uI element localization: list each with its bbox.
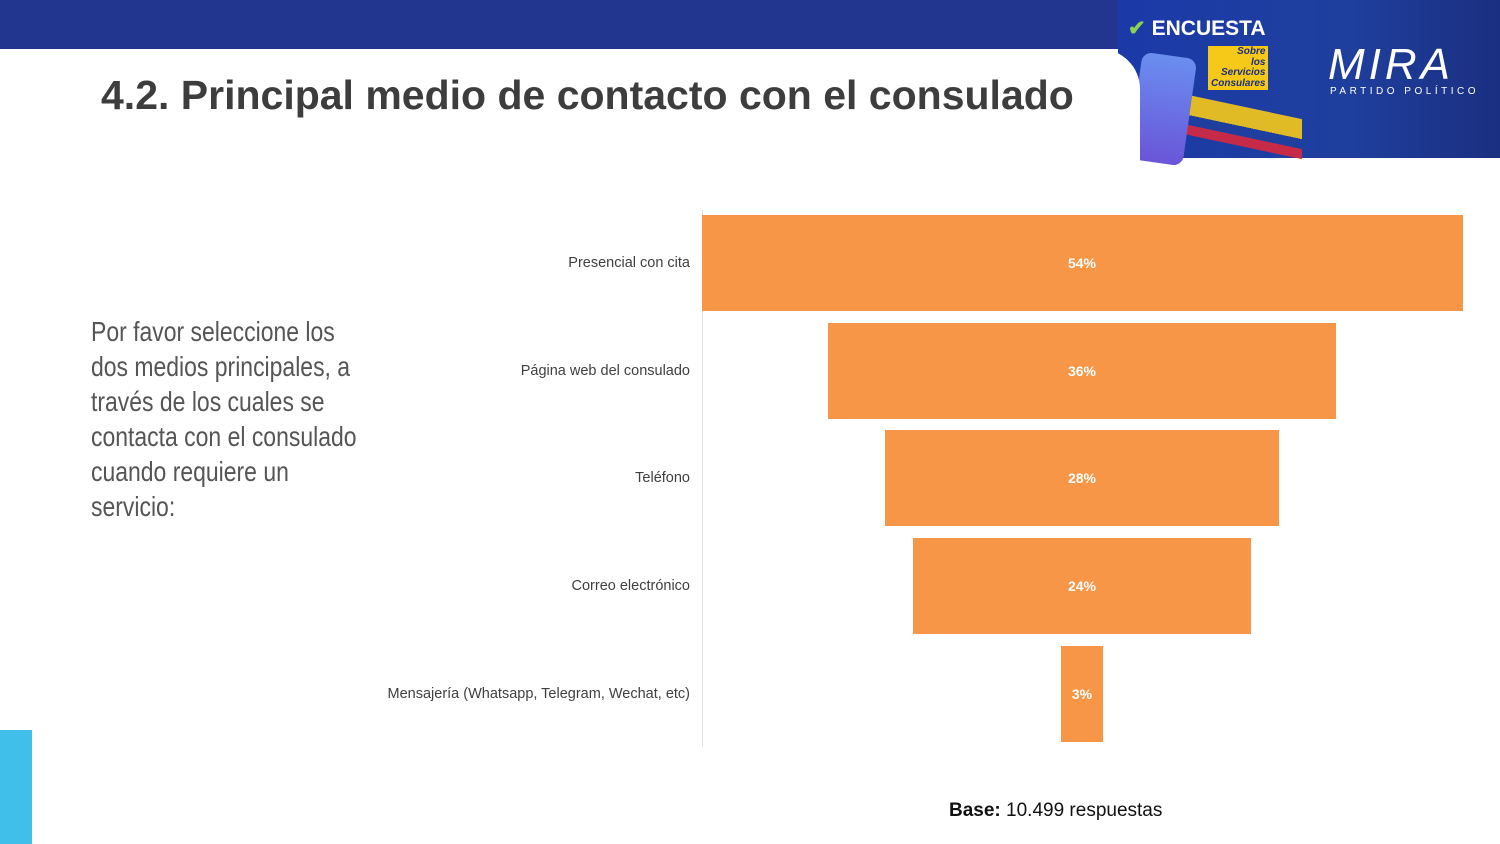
category-label: Teléfono	[635, 470, 690, 487]
badge-line: Sobre	[1237, 46, 1266, 57]
category-label: Página web del consulado	[520, 362, 690, 379]
checkmark-icon: ✔	[1128, 17, 1146, 40]
data-label: 24%	[1067, 578, 1097, 595]
funnel-bar	[828, 322, 1336, 419]
funnel-bar	[1060, 645, 1104, 742]
badge-line: Servicios	[1220, 67, 1266, 78]
base-label: Base:	[949, 800, 1001, 821]
sobre-servicios-badge: Sobre los Servicios Consulares	[1208, 46, 1269, 90]
accent-strip	[0, 730, 32, 844]
mira-logo-subtitle: PARTIDO POLÍTICO	[1330, 86, 1479, 97]
data-label: 3%	[1071, 685, 1093, 702]
data-label: 54%	[1067, 255, 1097, 271]
survey-question: Por favor seleccione los dos medios prin…	[91, 316, 357, 522]
badge-line: los	[1251, 56, 1266, 68]
mira-logo: MIRA	[1328, 40, 1454, 89]
data-label: 28%	[1067, 470, 1097, 487]
category-axis	[702, 210, 703, 747]
funnel-bar	[912, 538, 1252, 635]
badge-line: Consulares	[1211, 77, 1266, 89]
category-label: Presencial con cita	[568, 255, 690, 271]
base-note: Base: 10.499 respuestas	[949, 800, 1162, 822]
base-value: 10.499 respuestas	[1006, 800, 1163, 821]
funnel-bar	[701, 215, 1463, 311]
title-panel	[0, 49, 1140, 169]
page-title: 4.2. Principal medio de contacto con el …	[101, 72, 1074, 118]
funnel-bar	[884, 430, 1280, 527]
category-label: Correo electrónico	[571, 578, 690, 595]
encuesta-text: ENCUESTA	[1151, 17, 1266, 40]
category-label: Mensajería (Whatsapp, Telegram, Wechat, …	[387, 685, 690, 702]
encuesta-label: ✔ ENCUESTA	[1128, 16, 1266, 41]
data-label: 36%	[1067, 362, 1097, 379]
